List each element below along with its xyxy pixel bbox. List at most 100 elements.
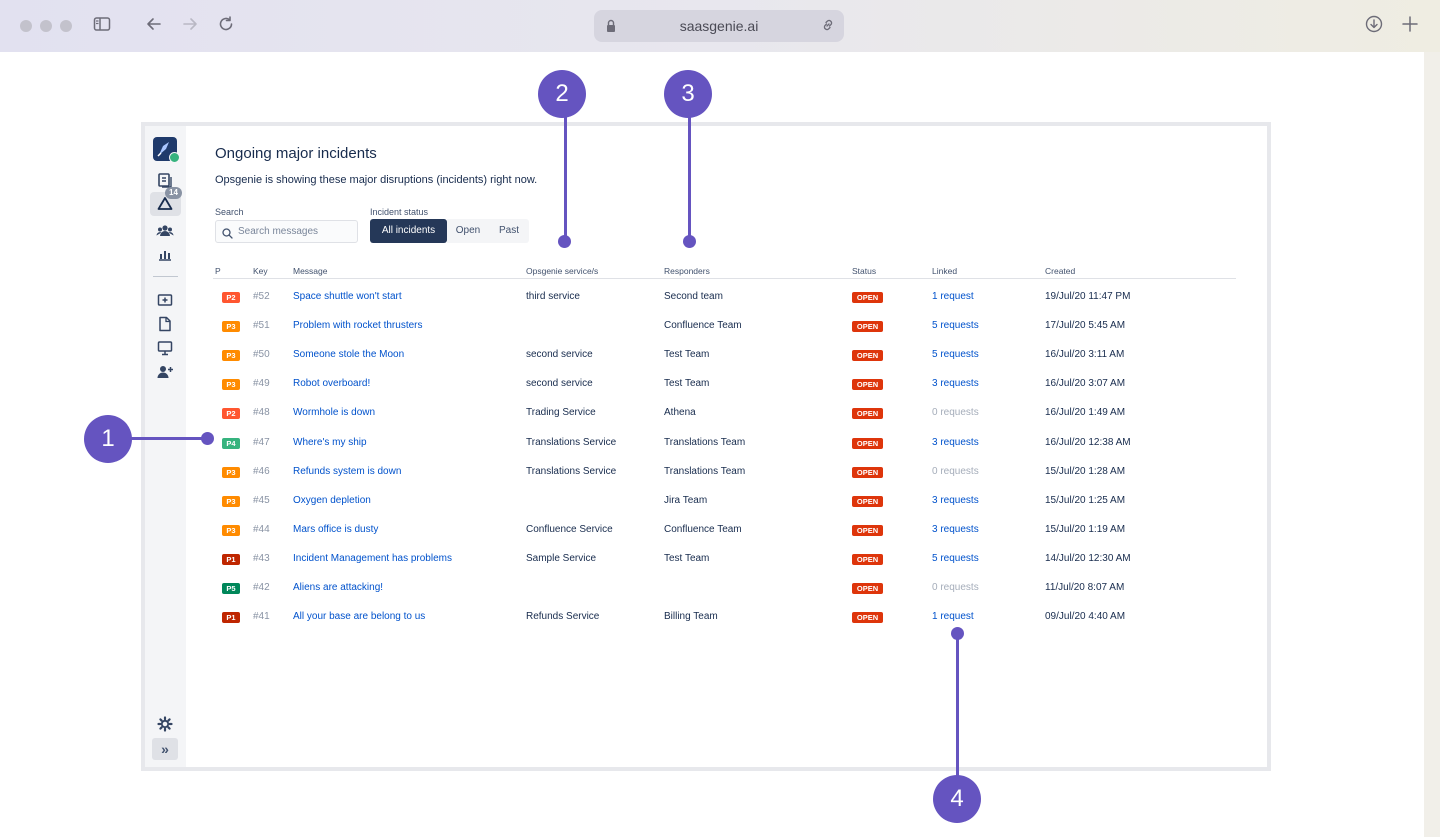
- incident-key: #52: [253, 291, 270, 302]
- url-text: saasgenie.ai: [679, 18, 759, 34]
- window-close-dot[interactable]: [20, 20, 32, 32]
- sidebar-divider: [153, 276, 178, 277]
- incident-status-label: Incident status: [370, 207, 429, 217]
- linked-requests-link[interactable]: 3 requests: [932, 437, 979, 448]
- incident-created: 16/Jul/20 3:11 AM: [1045, 349, 1125, 360]
- linked-requests-link[interactable]: 1 request: [932, 291, 974, 302]
- raise-request-icon[interactable]: [155, 290, 175, 310]
- incident-message-link[interactable]: Oxygen depletion: [293, 495, 371, 506]
- settings-icon[interactable]: [155, 714, 175, 734]
- incidents-icon[interactable]: [155, 194, 175, 214]
- incident-message-link[interactable]: Mars office is dusty: [293, 524, 379, 535]
- linked-requests-link[interactable]: 3 requests: [932, 495, 979, 506]
- portal-icon[interactable]: [155, 338, 175, 358]
- teams-icon[interactable]: [155, 221, 175, 241]
- customers-icon[interactable]: [155, 362, 175, 382]
- incident-message-link[interactable]: Space shuttle won't start: [293, 291, 402, 302]
- status-badge: OPEN: [852, 525, 883, 536]
- linked-requests-link[interactable]: 1 request: [932, 611, 974, 622]
- reports-icon[interactable]: [155, 245, 175, 265]
- linked-requests-link[interactable]: 5 requests: [932, 553, 979, 564]
- incident-created: 15/Jul/20 1:28 AM: [1045, 466, 1126, 477]
- link-icon[interactable]: [820, 17, 836, 33]
- linked-requests-link: 0 requests: [932, 407, 979, 418]
- incident-responders: Test Team: [664, 378, 710, 389]
- address-bar[interactable]: saasgenie.ai: [594, 10, 844, 42]
- incident-key: #48: [253, 407, 270, 418]
- search-input[interactable]: [238, 224, 353, 239]
- incident-service: Translations Service: [526, 466, 617, 477]
- incident-message-link[interactable]: Where's my ship: [293, 437, 367, 448]
- sidebar-rail: 14 »: [145, 126, 186, 767]
- incident-created: 16/Jul/20 3:07 AM: [1045, 378, 1126, 389]
- incident-message-link[interactable]: All your base are belong to us: [293, 611, 426, 622]
- callout-1-line: [130, 437, 205, 440]
- incident-message-link[interactable]: Aliens are attacking!: [293, 582, 384, 593]
- knowledge-icon[interactable]: [155, 314, 175, 334]
- incident-created: 11/Jul/20 8:07 AM: [1045, 582, 1125, 593]
- incident-created: 14/Jul/20 12:30 AM: [1045, 553, 1131, 564]
- status-badge: OPEN: [852, 496, 883, 507]
- search-field[interactable]: [215, 220, 358, 243]
- incident-message-link[interactable]: Refunds system is down: [293, 466, 402, 477]
- window-minimize-dot[interactable]: [40, 20, 52, 32]
- status-badge: OPEN: [852, 583, 883, 594]
- incident-key: #44: [253, 524, 270, 535]
- filter-open[interactable]: Open: [447, 219, 489, 243]
- linked-requests-link: 0 requests: [932, 582, 979, 593]
- incident-message-link[interactable]: Problem with rocket thrusters: [293, 320, 423, 331]
- incident-service: Confluence Service: [526, 524, 613, 535]
- incident-service: second service: [526, 378, 593, 389]
- column-header-key: Key: [253, 266, 268, 276]
- sidebar-toggle-icon[interactable]: [90, 14, 114, 38]
- incident-responders: Billing Team: [664, 611, 718, 622]
- filter-past[interactable]: Past: [489, 219, 529, 243]
- download-icon[interactable]: [1362, 14, 1386, 38]
- status-badge: OPEN: [852, 467, 883, 478]
- incident-key: #43: [253, 553, 270, 564]
- status-badge: OPEN: [852, 292, 883, 303]
- incident-key: #51: [253, 320, 270, 331]
- back-icon[interactable]: [142, 14, 166, 38]
- column-header-service: Opsgenie service/s: [526, 266, 599, 276]
- incident-service: second service: [526, 349, 593, 360]
- scrollbar-track[interactable]: [1424, 52, 1440, 837]
- callout-3-dot: [683, 235, 696, 248]
- incident-responders: Translations Team: [664, 437, 746, 448]
- filter-all-incidents[interactable]: All incidents: [370, 219, 447, 243]
- column-header-status: Status: [852, 266, 877, 276]
- linked-requests-link: 0 requests: [932, 466, 979, 477]
- status-badge: OPEN: [852, 438, 883, 449]
- incident-responders: Translations Team: [664, 466, 746, 477]
- status-badge: OPEN: [852, 321, 883, 332]
- incident-responders: Confluence Team: [664, 524, 742, 535]
- linked-requests-link[interactable]: 5 requests: [932, 320, 979, 331]
- priority-badge: P2: [222, 408, 240, 419]
- reload-icon[interactable]: [214, 14, 238, 38]
- status-badge: OPEN: [852, 350, 883, 361]
- priority-badge: P1: [222, 554, 240, 565]
- new-tab-icon[interactable]: [1398, 14, 1422, 38]
- status-badge: OPEN: [852, 379, 883, 390]
- app-logo-icon[interactable]: [153, 137, 177, 161]
- incident-message-link[interactable]: Robot overboard!: [293, 378, 371, 389]
- column-header-message: Message: [293, 266, 328, 276]
- incidents-app: 14 » Ongoing major incidents Opsgenie is…: [141, 122, 1271, 771]
- callout-1-dot: [201, 432, 214, 445]
- incident-created: 16/Jul/20 1:49 AM: [1045, 407, 1126, 418]
- linked-requests-link[interactable]: 5 requests: [932, 349, 979, 360]
- linked-requests-link[interactable]: 3 requests: [932, 378, 979, 389]
- window-zoom-dot[interactable]: [60, 20, 72, 32]
- incident-message-link[interactable]: Wormhole is down: [293, 407, 376, 418]
- linked-requests-link[interactable]: 3 requests: [932, 524, 979, 535]
- forward-icon[interactable]: [178, 14, 202, 38]
- expand-icon[interactable]: »: [152, 738, 178, 760]
- status-badge: OPEN: [852, 612, 883, 623]
- incident-message-link[interactable]: Someone stole the Moon: [293, 349, 405, 360]
- incident-service: Sample Service: [526, 553, 597, 564]
- callout-2: 2: [538, 70, 586, 118]
- status-badge: OPEN: [852, 554, 883, 565]
- priority-badge: P2: [222, 292, 240, 303]
- priority-badge: P5: [222, 583, 240, 594]
- incident-message-link[interactable]: Incident Management has problems: [293, 553, 452, 564]
